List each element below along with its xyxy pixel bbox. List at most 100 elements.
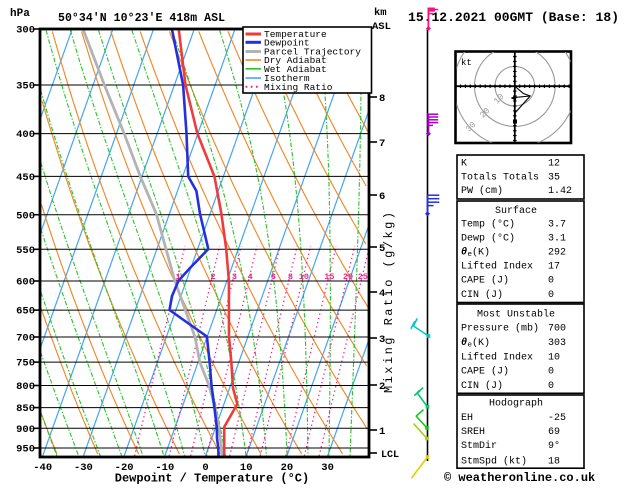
svg-text:30: 30 [321, 462, 334, 474]
svg-text:4: 4 [379, 288, 385, 300]
svg-text:950: 950 [16, 444, 35, 456]
svg-text:-40: -40 [33, 462, 52, 474]
svg-text:10: 10 [299, 272, 309, 282]
svg-text:(K): (K) [472, 337, 490, 349]
svg-text:PW (cm): PW (cm) [461, 185, 503, 197]
svg-text:700: 700 [16, 333, 35, 345]
svg-text:Dewpoint / Temperature (°C): Dewpoint / Temperature (°C) [115, 472, 309, 486]
svg-text:Mixing Ratio: Mixing Ratio [264, 82, 333, 93]
svg-text:700: 700 [548, 324, 566, 335]
svg-text:-20: -20 [115, 462, 134, 474]
svg-text:5: 5 [379, 243, 385, 255]
svg-text:-10: -10 [155, 462, 174, 474]
svg-text:0: 0 [548, 276, 554, 287]
svg-text:0: 0 [202, 462, 208, 474]
svg-text:kt: kt [461, 58, 472, 68]
svg-text:15.12.2021 00GMT (Base: 18): 15.12.2021 00GMT (Base: 18) [408, 10, 619, 25]
svg-text:20: 20 [281, 462, 294, 474]
svg-text:600: 600 [16, 277, 35, 289]
svg-text:Dewpoint: Dewpoint [264, 38, 310, 49]
svg-text:-30: -30 [74, 462, 93, 474]
svg-text:3.1: 3.1 [548, 234, 566, 245]
svg-text:SREH: SREH [461, 427, 485, 438]
svg-text:K: K [461, 159, 467, 170]
svg-text:292: 292 [548, 247, 566, 258]
svg-text:Totals Totals: Totals Totals [461, 171, 539, 183]
svg-text:1.42: 1.42 [548, 186, 572, 197]
svg-text:3.7: 3.7 [548, 220, 566, 231]
svg-text:2: 2 [379, 381, 385, 393]
svg-text:Dewp (°C): Dewp (°C) [461, 233, 515, 245]
svg-text:303: 303 [548, 338, 566, 349]
svg-text:0: 0 [548, 367, 554, 378]
svg-text:ASL: ASL [372, 21, 391, 33]
svg-text:6: 6 [271, 272, 276, 282]
svg-text:LCL: LCL [381, 450, 399, 461]
svg-text:8: 8 [379, 93, 385, 105]
svg-text:550: 550 [16, 245, 35, 257]
svg-text:1: 1 [176, 272, 181, 282]
svg-text:500: 500 [16, 210, 35, 222]
svg-text:Temperature: Temperature [264, 29, 327, 40]
svg-text:900: 900 [16, 424, 35, 436]
svg-text:3: 3 [379, 334, 385, 346]
svg-text:CIN (J): CIN (J) [461, 289, 503, 301]
svg-text:Lifted Index: Lifted Index [461, 260, 533, 272]
svg-text:69: 69 [548, 427, 560, 438]
svg-text:3: 3 [232, 272, 237, 282]
svg-text:25: 25 [358, 272, 368, 282]
svg-text:Wet Adiabat: Wet Adiabat [264, 64, 327, 75]
svg-text:650: 650 [16, 306, 35, 318]
svg-text:35: 35 [548, 172, 560, 183]
svg-text:6: 6 [379, 191, 385, 203]
svg-text:Most Unstable: Most Unstable [477, 308, 555, 320]
svg-text:450: 450 [16, 172, 35, 184]
svg-text:Pressure (mb): Pressure (mb) [461, 323, 539, 335]
svg-text:θ: θ [461, 246, 467, 258]
svg-text:300: 300 [16, 25, 35, 37]
svg-text:17: 17 [548, 261, 560, 272]
svg-text:7: 7 [379, 138, 385, 150]
svg-text:12: 12 [548, 159, 560, 170]
svg-text:km: km [374, 7, 387, 19]
svg-text:Lifted Index: Lifted Index [461, 351, 533, 363]
svg-text:750: 750 [16, 358, 35, 370]
svg-text:e: e [468, 251, 473, 259]
svg-text:CAPE (J): CAPE (J) [461, 275, 509, 287]
svg-text:θ: θ [461, 337, 467, 349]
svg-text:hPa: hPa [10, 8, 30, 20]
svg-text:18: 18 [548, 456, 560, 467]
svg-text:800: 800 [16, 381, 35, 393]
svg-text:10: 10 [240, 462, 253, 474]
svg-text:20: 20 [343, 272, 353, 282]
svg-text:Temp (°C): Temp (°C) [461, 219, 515, 231]
svg-text:EH: EH [461, 413, 473, 424]
svg-text:Parcel Trajectory: Parcel Trajectory [264, 47, 361, 58]
svg-text:2: 2 [210, 272, 215, 282]
svg-text:(K): (K) [472, 246, 490, 258]
svg-text:15: 15 [324, 272, 334, 282]
svg-text:10: 10 [548, 352, 560, 363]
svg-text:Hodograph: Hodograph [489, 398, 543, 410]
svg-text:© weatheronline.co.uk: © weatheronline.co.uk [444, 471, 595, 485]
svg-text:0: 0 [548, 381, 554, 392]
svg-text:StmSpd (kt): StmSpd (kt) [461, 455, 527, 467]
svg-text:8: 8 [288, 272, 293, 282]
svg-text:50°34'N 10°23'E 418m ASL: 50°34'N 10°23'E 418m ASL [58, 12, 225, 25]
svg-text:4: 4 [248, 272, 253, 282]
svg-text:Dry Adiabat: Dry Adiabat [264, 55, 327, 66]
svg-text:CIN (J): CIN (J) [461, 380, 503, 392]
svg-text:StmDir: StmDir [461, 440, 497, 452]
svg-text:CAPE (J): CAPE (J) [461, 366, 509, 378]
svg-text:9°: 9° [548, 440, 560, 452]
svg-text:850: 850 [16, 403, 35, 415]
svg-text:350: 350 [16, 81, 35, 93]
svg-text:e: e [468, 342, 473, 350]
svg-text:-25: -25 [548, 413, 566, 424]
svg-text:0: 0 [548, 290, 554, 301]
svg-text:1: 1 [379, 426, 385, 438]
svg-text:Surface: Surface [495, 205, 537, 217]
svg-text:Isotherm: Isotherm [264, 73, 310, 84]
svg-text:Mixing Ratio (g/kg): Mixing Ratio (g/kg) [382, 212, 396, 393]
svg-text:400: 400 [16, 129, 35, 141]
